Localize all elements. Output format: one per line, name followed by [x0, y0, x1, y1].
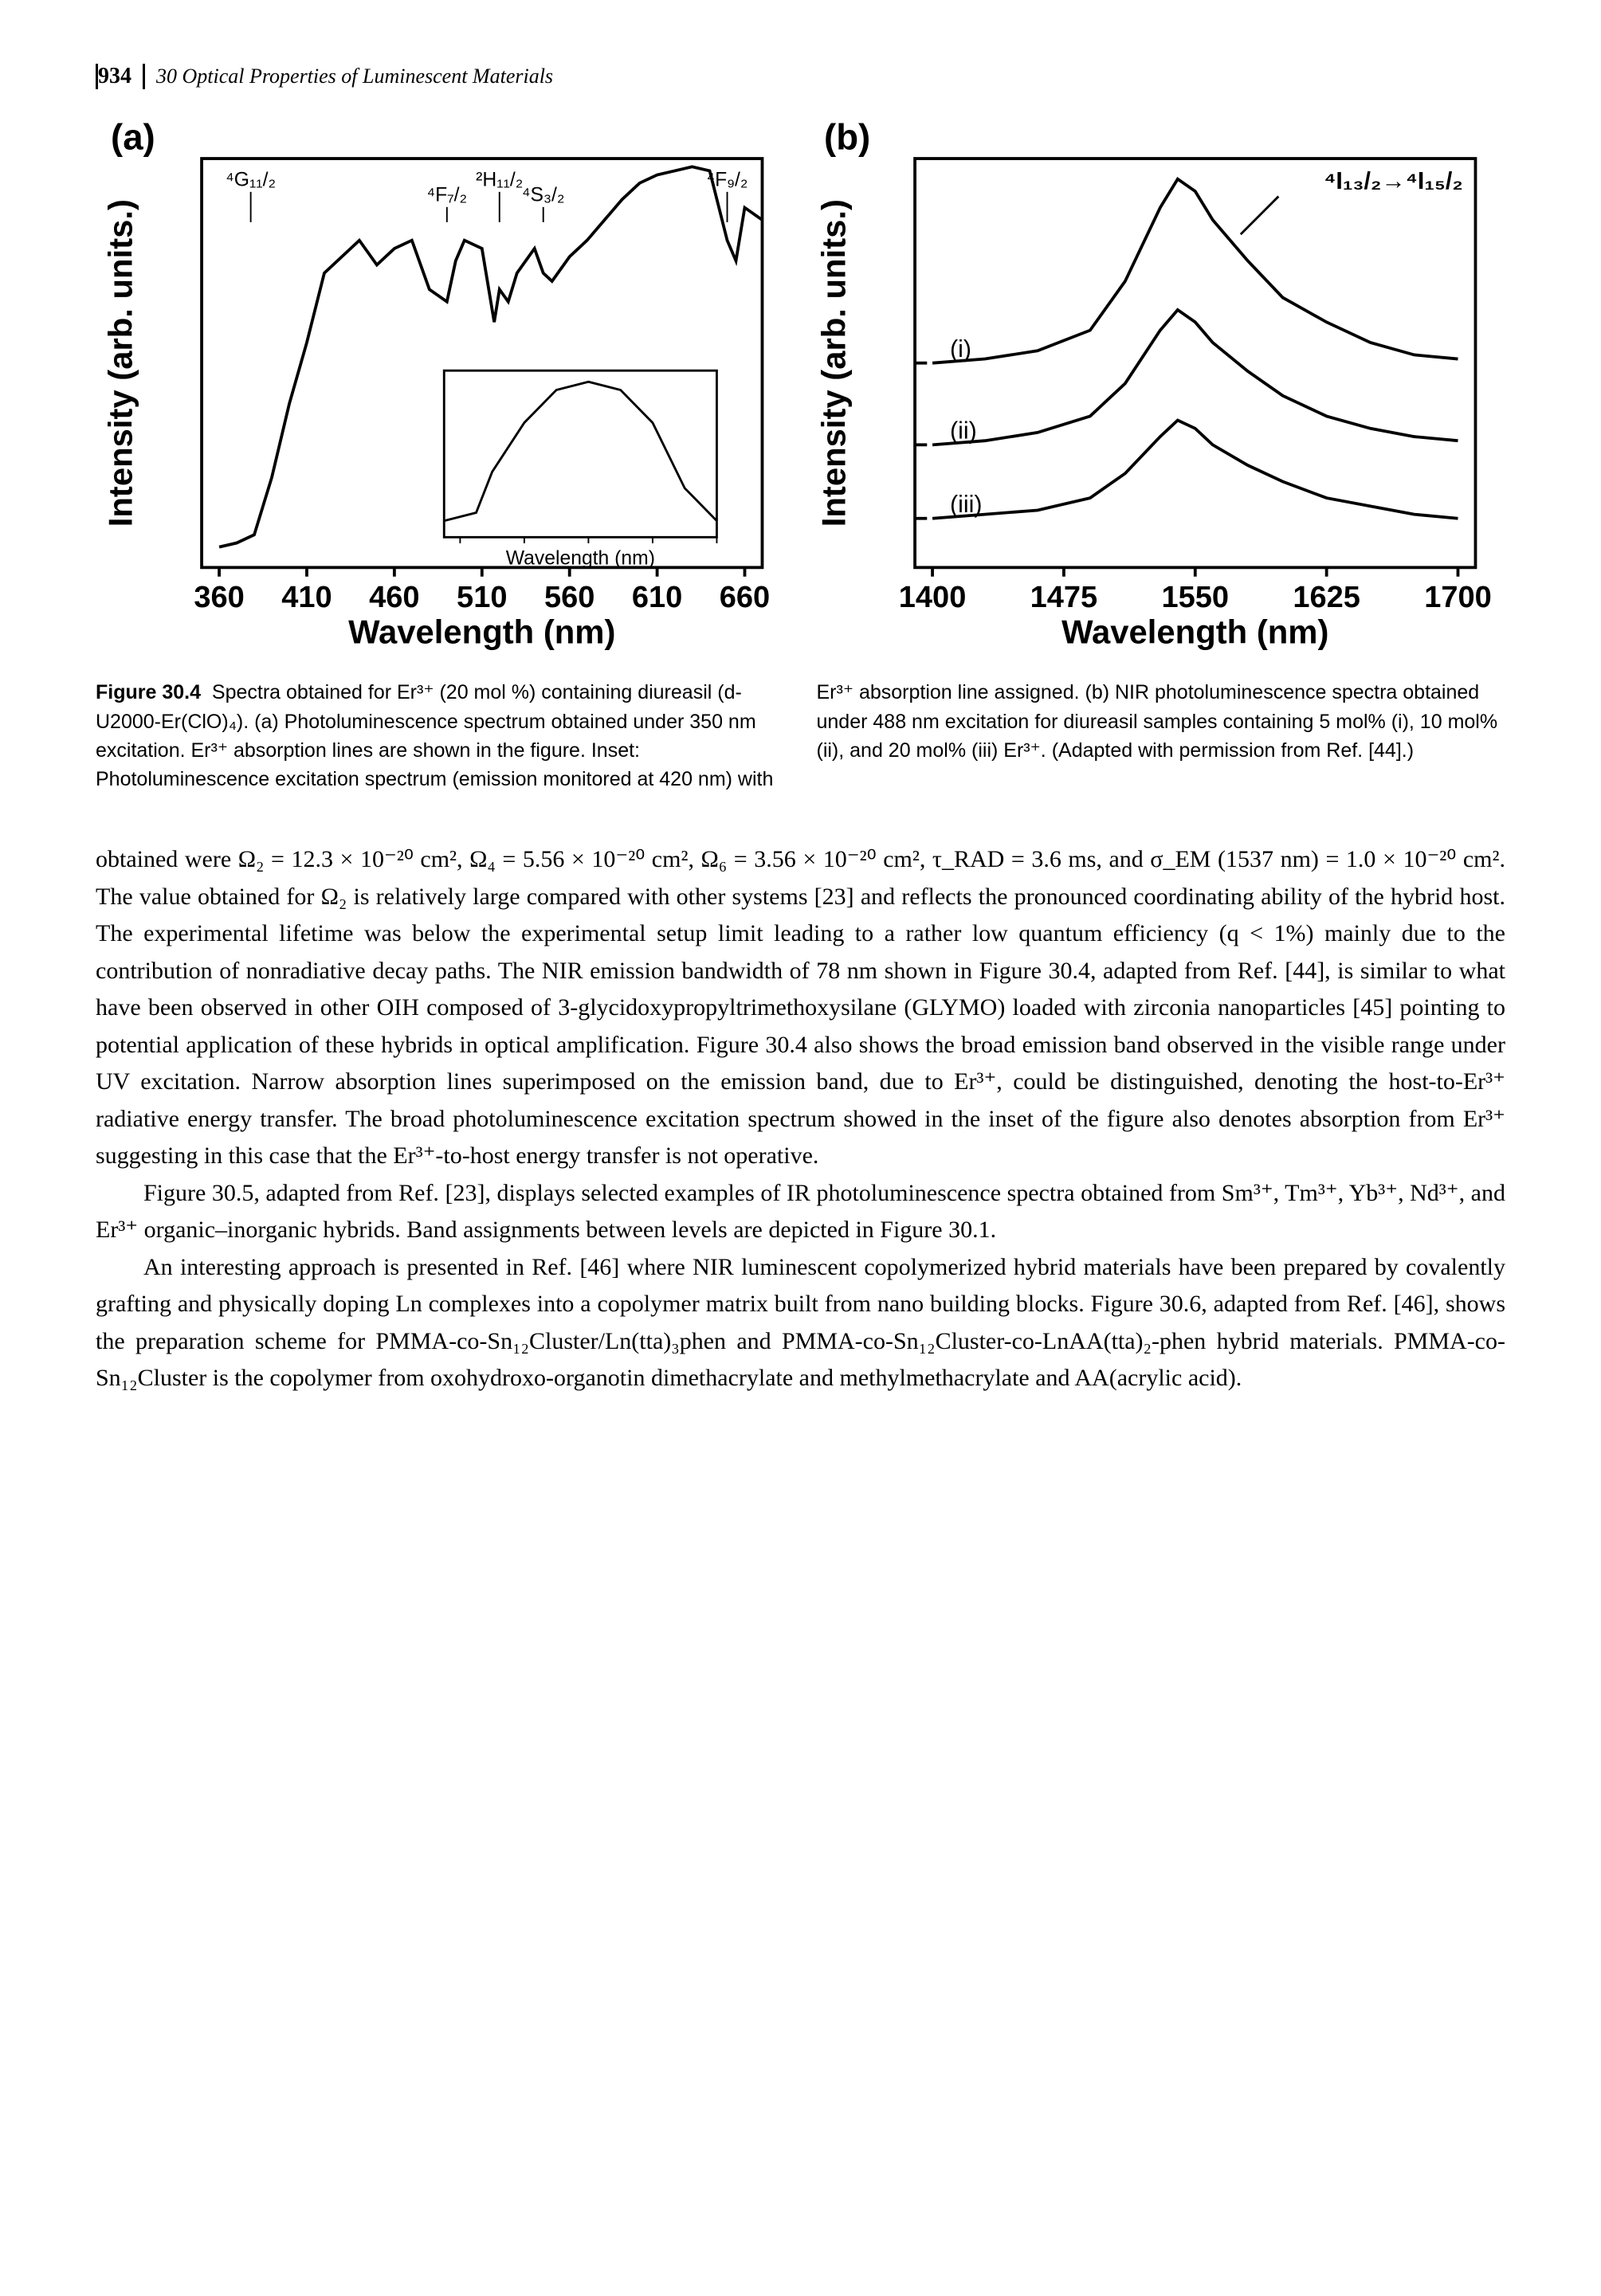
svg-text:²H₁₁/₂: ²H₁₁/₂: [476, 169, 523, 190]
svg-text:(iii): (iii): [950, 491, 983, 518]
svg-text:(i): (i): [950, 335, 971, 362]
svg-text:360: 360: [194, 581, 244, 614]
svg-text:⁴F₉/₂: ⁴F₉/₂: [707, 169, 748, 190]
inset-xlabel: Wavelength (nm): [506, 548, 655, 570]
svg-text:⁴S₃/₂: ⁴S₃/₂: [522, 184, 565, 206]
svg-text:⁴G₁₁/₂: ⁴G₁₁/₂: [226, 169, 276, 190]
body-text: obtained were Ω₂ = 12.3 × 10⁻²⁰ cm², Ω₄ …: [96, 841, 1505, 1397]
svg-text:660: 660: [720, 581, 770, 614]
paragraph-3: An interesting approach is presented in …: [96, 1249, 1505, 1397]
svg-text:410: 410: [281, 581, 332, 614]
chart-b-ylabel: Intensity (arb. units.): [814, 199, 852, 527]
paragraph-2: Figure 30.5, adapted from Ref. [23], dis…: [96, 1175, 1505, 1249]
chart-b-xticks: 1400 1475 1550 1625 1700: [898, 567, 1491, 613]
chart-b-svg: (b) 1400 1475 1550 1625 1700 Intensity (arb.…: [809, 113, 1506, 658]
paragraph-1: obtained were Ω₂ = 12.3 × 10⁻²⁰ cm², Ω₄ …: [96, 841, 1505, 1175]
chart-a-absorption-labels: ⁴G₁₁/₂ ⁴F₇/₂ ²H₁₁/₂⁴S₃/₂ ⁴F₉/₂: [226, 169, 748, 222]
chart-b-xlabel: Wavelength (nm): [1061, 613, 1328, 650]
svg-text:610: 610: [632, 581, 682, 614]
svg-text:560: 560: [544, 581, 594, 614]
panel-b-label: (b): [824, 117, 870, 158]
svg-text:⁴F₇/₂: ⁴F₇/₂: [426, 184, 467, 206]
figure-caption-text: Spectra obtained for Er³⁺ (20 mol %) con…: [96, 681, 1497, 790]
chart-a-ylabel: Intensity (arb. units.): [102, 199, 139, 527]
svg-text:(ii): (ii): [950, 417, 977, 445]
chart-b-transition-label: ⁴I₁₃/₂→⁴I₁₅/₂: [1324, 167, 1462, 194]
chapter-title: 30 Optical Properties of Luminescent Mat…: [145, 65, 553, 88]
svg-text:1550: 1550: [1161, 581, 1229, 614]
chart-b-arrow: [1240, 197, 1278, 235]
chart-a-svg: (a) 360 410 460 510 560 610 660 Intensity (arb…: [96, 113, 793, 658]
svg-text:510: 510: [457, 581, 507, 614]
svg-text:460: 460: [369, 581, 419, 614]
panel-a-label: (a): [111, 117, 155, 158]
figure-row: (a) 360 410 460 510 560 610 660 Intensity (arb…: [96, 113, 1505, 662]
page-number: 934: [98, 64, 145, 89]
figure-caption-label: Figure 30.4: [96, 681, 201, 703]
chart-b-curves: (i) (ii) (iii): [915, 179, 1458, 519]
svg-text:1400: 1400: [898, 581, 966, 614]
svg-text:1625: 1625: [1293, 581, 1360, 614]
chart-panel-b: (b) 1400 1475 1550 1625 1700 Intensity (arb.…: [809, 113, 1506, 662]
svg-text:1475: 1475: [1030, 581, 1097, 614]
page-header: 934 30 Optical Properties of Luminescent…: [96, 64, 1505, 89]
chart-b-axes: [915, 159, 1475, 567]
chart-panel-a: (a) 360 410 460 510 560 610 660 Intensity (arb…: [96, 113, 793, 662]
figure-caption: Figure 30.4 Spectra obtained for Er³⁺ (2…: [96, 678, 1505, 793]
chart-a-xticks: 360 410 460 510 560 610 660: [194, 567, 770, 613]
svg-text:1700: 1700: [1424, 581, 1492, 614]
chart-a-xlabel: Wavelength (nm): [348, 613, 615, 650]
chart-a-inset: Wavelength (nm): [444, 370, 716, 569]
